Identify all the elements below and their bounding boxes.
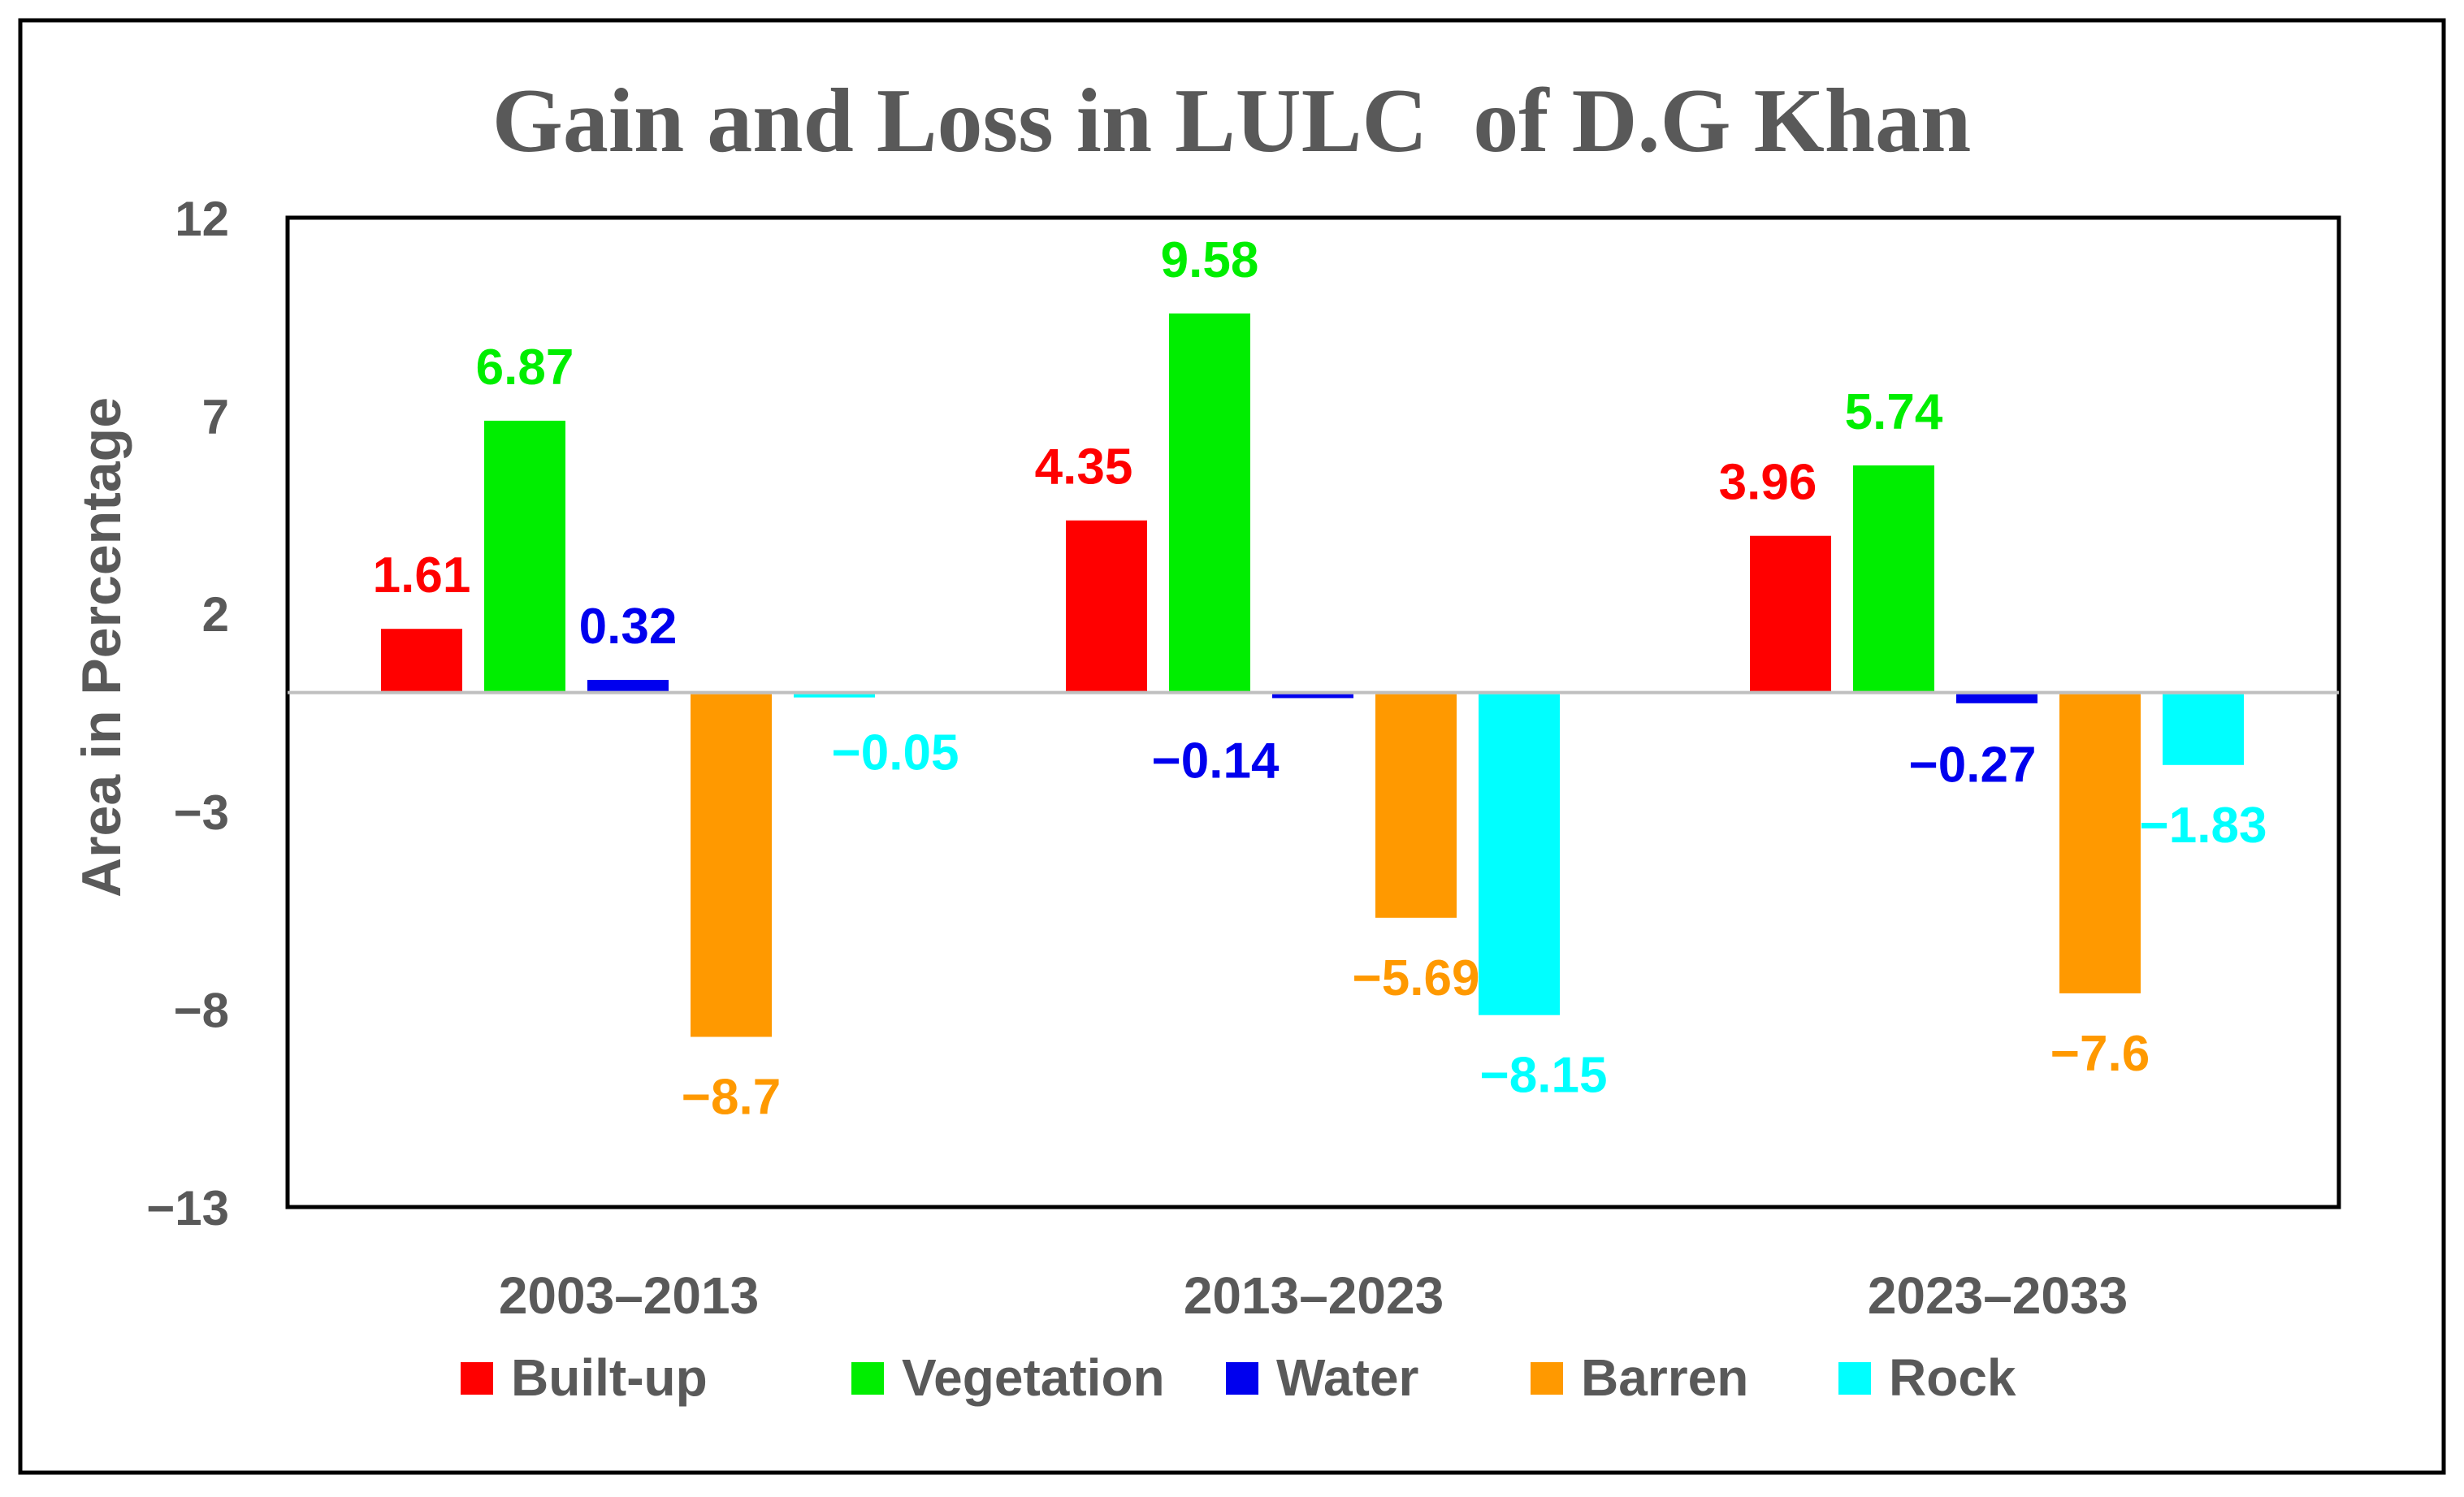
x-axis-category-labels: 2003–2013 2013–2023 2023–2033 — [499, 1266, 2128, 1325]
y-tick-label: −13 — [146, 1181, 229, 1235]
legend-swatch-water — [1226, 1362, 1258, 1395]
bar-barren-2023-2033 — [2059, 694, 2141, 993]
bar-water-2023-2033 — [1956, 694, 2037, 703]
data-label-built-up-2013-2023: 4.35 — [1035, 439, 1133, 495]
y-axis-ticks: 12 7 2 −3 −8 −13 — [146, 192, 229, 1235]
bar-rock-2023-2033 — [2163, 694, 2244, 765]
data-label-barren-2003-2013: −8.7 — [682, 1070, 781, 1126]
legend-label-water: Water — [1276, 1348, 1418, 1407]
y-tick-label: −3 — [174, 785, 229, 840]
bar-vegetation-2023-2033 — [1853, 465, 1934, 693]
bar-vegetation-2013-2023 — [1169, 313, 1250, 693]
data-label-rock-2013-2023: −8.15 — [1480, 1048, 1608, 1104]
data-label-vegetation-2013-2023: 9.58 — [1161, 232, 1259, 288]
legend-swatch-rock — [1838, 1362, 1871, 1395]
data-label-built-up-2003-2013: 1.61 — [373, 547, 471, 604]
legend: Built-up Vegetation Water Barren Rock — [461, 1348, 2016, 1407]
y-axis-label: Area in Percentage — [71, 397, 132, 898]
legend-swatch-built-up — [461, 1362, 493, 1395]
legend-label-vegetation: Vegetation — [902, 1348, 1165, 1407]
bar-series — [381, 313, 2244, 1037]
data-label-vegetation-2003-2013: 6.87 — [476, 340, 574, 396]
bar-barren-2013-2023 — [1375, 694, 1457, 918]
bar-built-up-2013-2023 — [1066, 520, 1147, 693]
bar-rock-2013-2023 — [1479, 694, 1560, 1015]
legend-swatch-barren — [1531, 1362, 1563, 1395]
plot-area — [285, 215, 2341, 1209]
data-label-rock-2003-2013: −0.05 — [832, 725, 959, 781]
y-tick-label: −8 — [174, 983, 229, 1037]
bar-built-up-2023-2033 — [1750, 535, 1831, 693]
bar-water-2013-2023 — [1272, 694, 1353, 699]
x-tick-label: 2003–2013 — [499, 1266, 759, 1325]
bar-barren-2003-2013 — [691, 694, 772, 1037]
data-label-water-2003-2013: 0.32 — [579, 599, 678, 655]
data-labels: 1.616.870.32−8.7−0.054.359.58−0.14−5.69−… — [373, 232, 2267, 1126]
bar-water-2003-2013 — [587, 680, 669, 693]
y-tick-label: 7 — [202, 390, 229, 444]
data-label-water-2013-2023: −0.14 — [1152, 733, 1280, 790]
data-label-built-up-2023-2033: 3.96 — [1719, 455, 1817, 511]
x-tick-label: 2013–2023 — [1184, 1266, 1444, 1325]
data-label-water-2023-2033: −0.27 — [1909, 738, 2037, 794]
bar-vegetation-2003-2013 — [484, 420, 565, 693]
legend-label-barren: Barren — [1581, 1348, 1748, 1407]
data-label-barren-2023-2033: −7.6 — [2050, 1026, 2150, 1082]
data-label-barren-2013-2023: −5.69 — [1353, 950, 1480, 1006]
bar-rock-2003-2013 — [794, 694, 875, 698]
legend-label-built-up: Built-up — [511, 1348, 708, 1407]
legend-label-rock: Rock — [1889, 1348, 2016, 1407]
y-tick-label: 12 — [175, 192, 229, 246]
x-tick-label: 2023–2033 — [1868, 1266, 2128, 1325]
data-label-vegetation-2023-2033: 5.74 — [1845, 384, 1943, 440]
legend-swatch-vegetation — [851, 1362, 884, 1395]
chart-title: Gain and Loss in LULC of D.G Khan — [492, 71, 1972, 171]
data-label-rock-2023-2033: −1.83 — [2140, 798, 2267, 854]
y-tick-label: 2 — [202, 587, 229, 642]
bar-built-up-2003-2013 — [381, 629, 462, 693]
